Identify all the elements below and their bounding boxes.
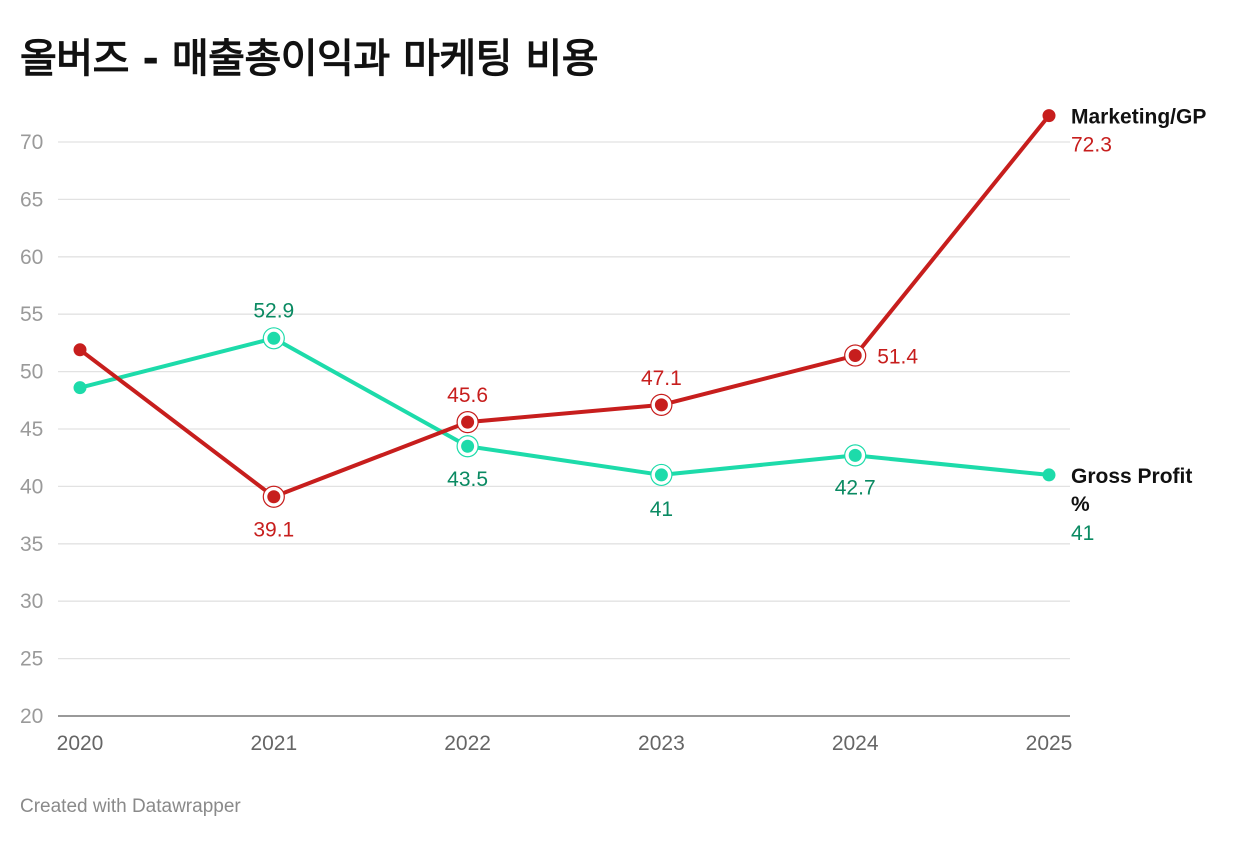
data-point: [848, 448, 862, 462]
y-tick-label: 40: [20, 475, 43, 498]
data-point: [73, 343, 87, 357]
data-label: 52.9: [253, 299, 294, 322]
data-label: 47.1: [641, 367, 682, 390]
data-point: [1042, 468, 1056, 482]
y-tick-label: 20: [20, 705, 43, 728]
y-tick-label: 50: [20, 361, 43, 384]
data-point: [654, 398, 668, 412]
data-label: 41: [1071, 522, 1094, 545]
data-label: 43.5: [447, 468, 488, 491]
data-label: 39.1: [253, 519, 294, 542]
x-tick-label: 2024: [832, 732, 879, 755]
data-label: 72.3: [1071, 134, 1112, 157]
y-tick-label: 65: [20, 188, 43, 211]
x-tick-label: 2023: [638, 732, 685, 755]
data-point: [267, 490, 281, 504]
series-name-label: Gross Profit%: [1071, 465, 1192, 516]
grid-lines: [58, 141, 1070, 717]
x-tick-label: 2020: [57, 732, 104, 755]
y-tick-label: 35: [20, 533, 43, 556]
series-line-0: [78, 113, 1051, 499]
y-tick-label: 30: [20, 590, 43, 613]
data-point: [1042, 109, 1056, 123]
y-tick-label: 60: [20, 246, 43, 269]
series-name-label: Marketing/GP: [1071, 106, 1206, 129]
y-tick-label: 70: [20, 131, 43, 154]
data-point: [267, 331, 281, 345]
data-point: [461, 439, 475, 453]
series-line-1: [78, 336, 1051, 477]
y-tick-label: 45: [20, 418, 43, 441]
data-label: 51.4: [877, 346, 918, 369]
y-tick-label: 55: [20, 303, 43, 326]
series-lines: [73, 109, 1056, 508]
y-tick-label: 25: [20, 648, 43, 671]
data-point: [654, 468, 668, 482]
x-tick-label: 2025: [1026, 732, 1073, 755]
y-axis-ticks: 20 25 30 35 40 45 50 55 60 65 70: [20, 131, 43, 728]
data-point: [461, 415, 475, 429]
data-label: 42.7: [835, 476, 876, 499]
data-label: 41: [650, 498, 673, 521]
data-label: 45.6: [447, 384, 488, 407]
data-point: [848, 349, 862, 363]
data-labels: 52.9 43.5 41 42.7 41 Gross Profit % 39.1 45.6 47.…: [253, 106, 1206, 545]
x-tick-label: 2021: [250, 732, 297, 755]
footer-credit: Created with Datawrapper: [20, 796, 241, 817]
data-point: [73, 381, 87, 395]
x-axis-ticks: 2020 2021 2022 2023 2024 2025: [57, 732, 1073, 755]
x-tick-label: 2022: [444, 732, 491, 755]
page-title: 올버즈 - 매출총이익과 마케팅 비용: [20, 36, 599, 82]
